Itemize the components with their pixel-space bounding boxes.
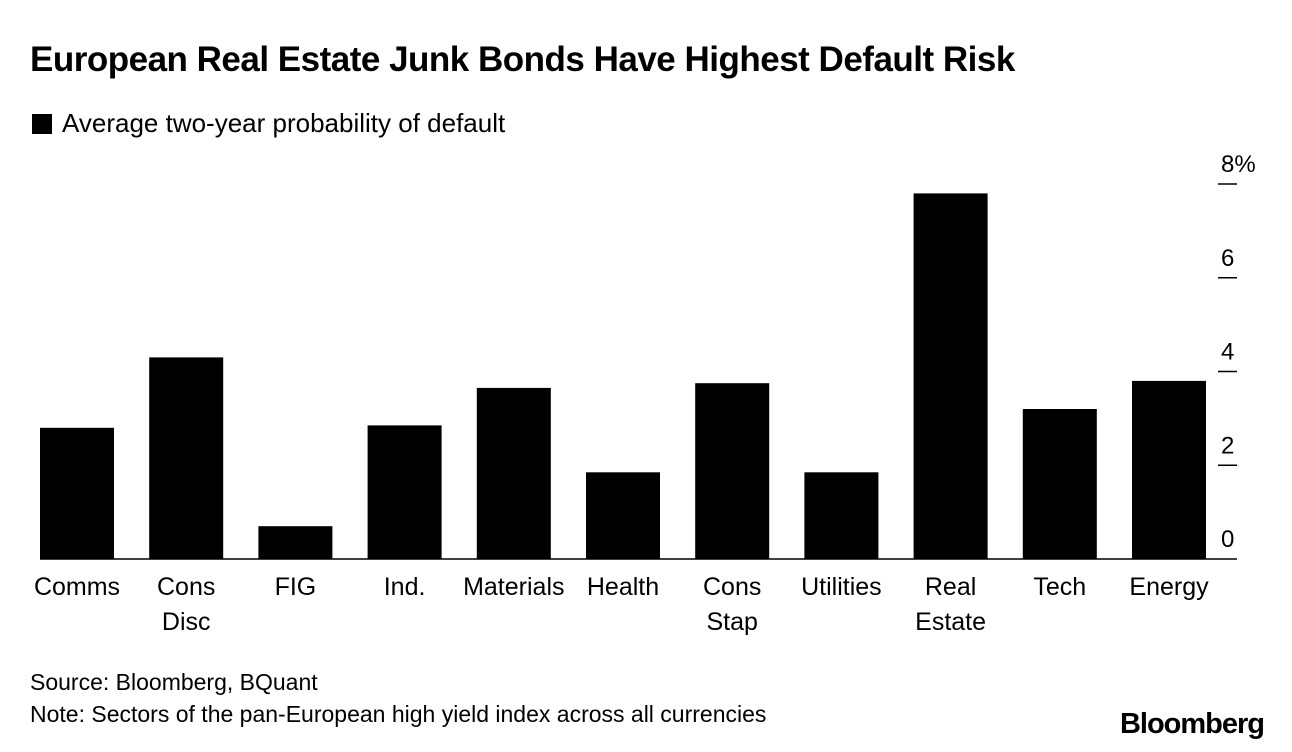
x-tick-label: Health [587,573,659,601]
x-tick-label: Cons [157,573,215,601]
x-tick-label: Materials [463,573,564,601]
y-tick-label: 8% [1221,151,1256,178]
bar-ind [367,425,442,559]
legend-swatch [32,113,52,134]
source-text: Source: Bloomberg, BQuant [30,669,318,695]
y-tick-label: 0 [1221,526,1234,553]
x-tick-label: Stap [706,608,757,636]
y-tick-label: 2 [1221,432,1234,459]
x-tick-label: Ind. [384,573,426,601]
x-tick-label: Cons [703,573,761,601]
y-tick-label: 4 [1221,339,1234,366]
y-tick-label: 6 [1221,245,1234,272]
bar-tech [1022,409,1097,559]
x-tick-label: Real [925,573,976,601]
x-tick-label: Comms [34,573,120,601]
bar-cons-stap [695,383,770,559]
bar-utilities [804,472,879,559]
bar-comms [40,427,114,560]
bar-cons-disc [149,357,224,559]
legend-label: Average two-year probability of default [62,108,506,138]
x-tick-label: Energy [1129,573,1209,601]
chart-title: European Real Estate Junk Bonds Have Hig… [30,40,1015,79]
bar-energy [1132,380,1206,559]
x-tick-label: Estate [915,608,986,636]
bar-materials [476,387,551,559]
x-tick-label: Utilities [801,573,882,601]
bar-real-estate [913,193,988,559]
x-tick-label: Disc [162,608,211,636]
bar-fig [258,526,333,559]
bloomberg-logo: Bloomberg [1119,708,1265,740]
x-tick-label: FIG [275,573,317,601]
legend: Average two-year probability of default [32,108,505,139]
bar-health [586,472,660,559]
x-tick-label: Tech [1033,573,1086,601]
note-text: Note: Sectors of the pan-European high y… [30,701,767,727]
